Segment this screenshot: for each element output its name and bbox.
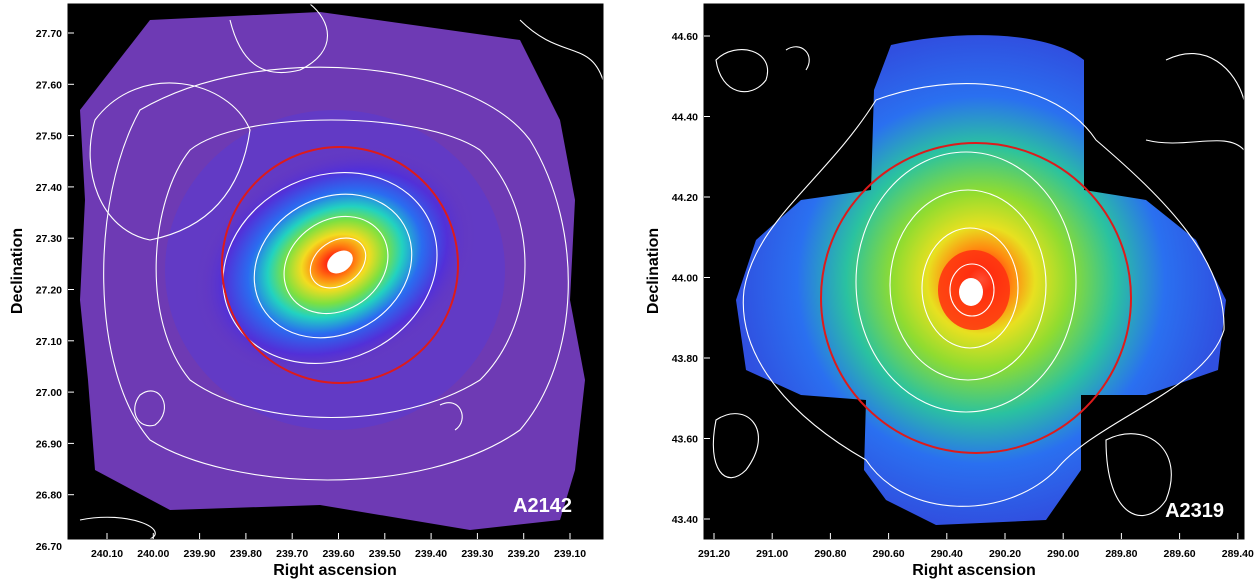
x-tick-label: 240.10 (91, 548, 123, 560)
left-x-axis-title: Right ascension (273, 562, 397, 579)
y-tick-label: 43.80 (672, 353, 698, 365)
x-tick-label: 290.20 (989, 548, 1021, 560)
right-y-axis-title: Declination (645, 228, 662, 314)
y-tick-label: 27.50 (36, 131, 62, 143)
x-tick-label: 239.30 (461, 548, 493, 560)
x-tick-label: 239.20 (508, 548, 540, 560)
x-tick-label: 240.00 (137, 548, 169, 560)
y-tick-label: 26.70 (36, 541, 62, 553)
x-tick-label: 289.40 (1222, 548, 1254, 560)
x-tick-label: 290.60 (873, 548, 905, 560)
y-tick-label: 43.60 (672, 434, 698, 446)
y-tick-label: 26.80 (36, 490, 62, 502)
right-figure: 44.60 44.40 44.20 44.00 43.80 43.60 43.40 291.… (645, 3, 1254, 579)
y-tick-label: 44.60 (672, 31, 698, 43)
x-tick-label: 291.00 (756, 548, 788, 560)
x-tick-label: 290.00 (1047, 548, 1079, 560)
left-figure: 27.70 27.60 27.50 27.40 27.30 27.20 27.10 27.00… (9, 3, 604, 579)
y-tick-label: 27.60 (36, 79, 62, 91)
x-tick-label: 239.80 (230, 548, 262, 560)
y-tick-label: 27.10 (36, 336, 62, 348)
left-red-circle (221, 146, 459, 384)
y-tick-label: 27.30 (36, 233, 62, 245)
x-tick-label: 289.60 (1164, 548, 1196, 560)
right-cluster-label: A2319 (1165, 500, 1224, 522)
y-tick-label: 27.70 (36, 28, 62, 40)
x-tick-label: 239.70 (276, 548, 308, 560)
x-tick-label: 291.20 (698, 548, 730, 560)
right-panel: 44.60 44.40 44.20 44.00 43.80 43.60 43.40 291.… (626, 0, 1254, 581)
x-tick-label: 239.50 (369, 548, 401, 560)
y-tick-label: 44.00 (672, 273, 698, 285)
x-tick-label: 239.40 (415, 548, 447, 560)
y-tick-label: 44.20 (672, 192, 698, 204)
x-tick-label: 239.60 (322, 548, 354, 560)
y-tick-label: 27.20 (36, 285, 62, 297)
y-tick-label: 27.40 (36, 182, 62, 194)
left-y-axis-title: Declination (9, 228, 26, 314)
y-tick-label: 44.40 (672, 112, 698, 124)
x-tick-label: 289.80 (1105, 548, 1137, 560)
y-tick-label: 27.00 (36, 387, 62, 399)
x-tick-label: 290.40 (931, 548, 963, 560)
y-tick-label: 26.90 (36, 438, 62, 450)
x-tick-label: 239.90 (184, 548, 216, 560)
left-contours (79, 4, 603, 539)
x-tick-label: 239.10 (554, 548, 586, 560)
left-cluster-label: A2142 (513, 495, 572, 517)
left-panel: 27.70 27.60 27.50 27.40 27.30 27.20 27.10 27.00… (0, 0, 610, 581)
right-x-axis-title: Right ascension (912, 562, 1036, 579)
right-contours (712, 46, 1244, 517)
y-tick-label: 43.40 (672, 514, 698, 526)
x-tick-label: 290.80 (814, 548, 846, 560)
right-red-circle (820, 142, 1132, 454)
